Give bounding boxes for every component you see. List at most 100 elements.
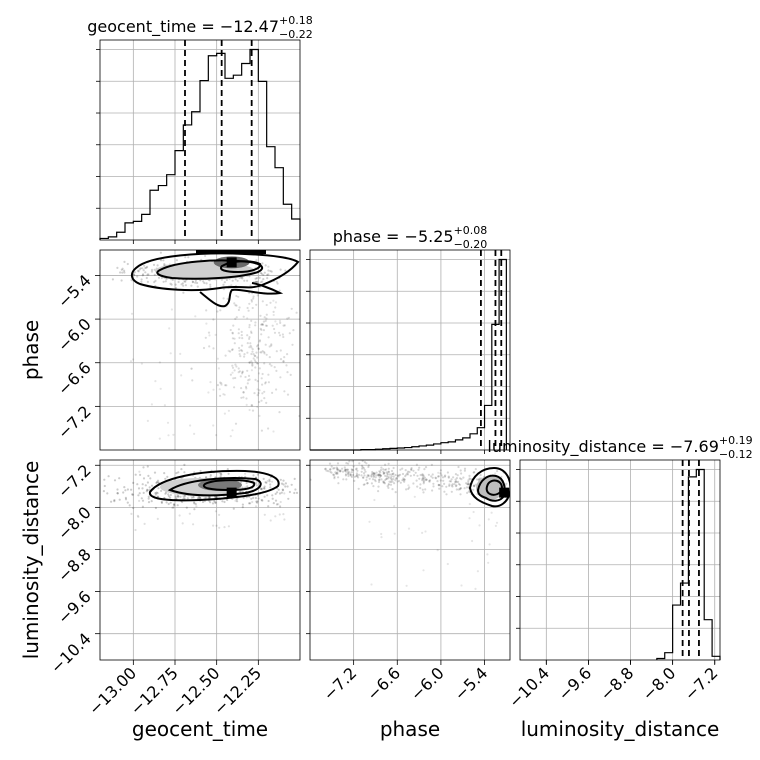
scatter-phase-vs-luminosity_distance-point [460,478,463,481]
frames-layer [95,39,721,665]
scatter-geocent_time-vs-phase-point [275,323,279,326]
hist-luminosity_distance-title-value: luminosity_distance = −7.69 [487,437,718,457]
scatter-geocent_time-vs-phase-point [121,267,124,270]
scatter-geocent_time-vs-luminosity_distance-point [167,495,170,498]
hist-geocent_time-title-value: geocent_time = −12.47 [87,17,279,37]
scatter-phase-vs-luminosity_distance-point [459,477,462,480]
scatter-geocent_time-vs-phase-point [234,304,237,307]
scatter-geocent_time-vs-phase-point [278,331,281,334]
scatter-geocent_time-vs-phase-point [246,306,249,310]
scatter-geocent_time-vs-luminosity_distance-point [252,496,255,499]
xtick-label-luminosity_distance-0: −10.4 [505,663,553,711]
scatter-geocent_time-vs-phase-point [252,353,255,356]
scatter-geocent_time-vs-phase-point [207,391,210,394]
scatter-geocent_time-vs-phase-point [167,434,170,437]
scatter-phase-vs-luminosity_distance-point [396,474,399,477]
scatter-geocent_time-vs-phase-point [248,346,251,349]
scatter-phase-vs-luminosity_distance-point [427,473,430,476]
scatter-phase-vs-luminosity_distance-point [412,482,415,485]
scatter-geocent_time-vs-phase-point [260,377,263,380]
scatter-phase-vs-luminosity_distance-point [365,476,368,479]
scatter-phase-vs-luminosity_distance-point [393,482,396,485]
scatter-geocent_time-vs-phase-point [248,275,251,278]
scatter-geocent_time-vs-luminosity_distance-point [171,506,174,509]
scatter-geocent_time-vs-phase-point [257,347,260,351]
scatter-phase-vs-luminosity_distance-point [476,570,479,573]
scatter-phase-vs-luminosity_distance-point [379,468,383,472]
scatter-geocent_time-vs-luminosity_distance-point [280,491,283,494]
scatter-phase-vs-luminosity_distance-point [373,498,376,502]
scatter-geocent_time-vs-phase-point [285,364,288,367]
scatter-geocent_time-vs-luminosity_distance-point [148,486,151,489]
scatter-geocent_time-vs-luminosity_distance-point [195,505,198,508]
scatter-geocent_time-vs-phase-point [255,303,258,306]
scatter-phase-vs-luminosity_distance-point [451,485,454,488]
scatter-phase-vs-luminosity_distance-point [404,475,407,478]
scatter-geocent_time-vs-luminosity_distance-point [141,499,145,502]
scatter-phase-vs-luminosity_distance-point [401,479,404,482]
scatter-phase-vs-luminosity_distance-point [375,474,378,477]
scatter-phase-vs-luminosity_distance-point [388,473,391,476]
scatter-phase-vs-luminosity_distance-point [379,474,382,477]
scatter-geocent_time-vs-phase-point [182,284,185,287]
scatter-phase-vs-luminosity_distance-point [478,477,481,480]
scatter-geocent_time-vs-phase-point [145,276,148,280]
scatter-geocent_time-vs-phase-point [220,382,223,385]
scatter-phase-vs-luminosity_distance-point [327,470,330,473]
scatter-phase-vs-luminosity_distance-point [343,469,346,473]
scatter-phase-vs-luminosity_distance-point [459,493,462,496]
scatter-geocent_time-vs-phase-point [267,336,270,339]
scatter-geocent_time-vs-luminosity_distance-point [146,488,149,491]
scatter-phase-vs-luminosity_distance-point [378,470,381,473]
scatter-geocent_time-vs-luminosity_distance-point [256,494,260,497]
scatter-geocent_time-vs-luminosity_distance-point [215,524,218,527]
scatter-phase-vs-luminosity_distance-point [329,470,332,473]
scatter-geocent_time-vs-luminosity_distance-point [307,481,309,483]
scatter-geocent_time-vs-phase-point [264,264,267,267]
scatter-geocent_time-vs-phase-point [265,353,268,356]
scatter-phase-vs-luminosity_distance-point [495,521,499,524]
scatter-geocent_time-vs-luminosity_distance-point [274,515,277,518]
scatter-geocent_time-vs-phase-point [260,328,263,331]
scatter-geocent_time-vs-phase-point [256,280,259,283]
scatter-phase-vs-luminosity_distance-point [345,462,348,465]
scatter-phase-vs-luminosity_distance-point [382,472,385,475]
scatter-geocent_time-vs-phase-point [181,282,184,285]
scatter-geocent_time-vs-luminosity_distance-point [138,470,141,473]
scatter-phase-vs-luminosity_distance-point [337,482,340,485]
scatter-phase-vs-luminosity_distance-point [349,474,352,477]
scatter-geocent_time-vs-luminosity_distance-point [142,477,146,480]
scatter-phase-vs-luminosity_distance-point [350,471,353,474]
scatter-geocent_time-vs-phase-point [234,317,237,320]
scatter-phase-vs-luminosity_distance-point [372,472,375,475]
scatter-geocent_time-vs-luminosity_distance-point [160,500,163,503]
scatter-geocent_time-vs-luminosity_distance-point [281,488,284,491]
scatter-geocent_time-vs-luminosity_distance-point [290,483,293,486]
scatter-geocent_time-vs-phase-point [147,273,150,276]
scatter-geocent_time-vs-luminosity_distance-point [186,497,189,500]
scatter-phase-vs-luminosity_distance-point [457,482,461,486]
scatter-phase-vs-luminosity_distance-point [377,480,381,484]
scatter-phase-vs-luminosity_distance-point [339,470,342,473]
scatter-geocent_time-vs-phase-point [258,389,261,392]
scatter-phase-vs-luminosity_distance-point [455,484,458,487]
scatter-phase-vs-luminosity_distance-point [425,478,428,481]
scatter-geocent_time-vs-phase-point [263,362,266,365]
scatter-geocent_time-vs-luminosity_distance-point [172,503,175,506]
scatter-phase-vs-luminosity_distance-point [337,476,340,479]
scatter-phase-vs-luminosity_distance-point [437,483,440,486]
scatter-phase-vs-luminosity_distance-point [413,495,416,498]
scatter-geocent_time-vs-phase-point [236,279,239,282]
scatter-geocent_time-vs-phase-point [223,393,226,396]
scatter-geocent_time-vs-luminosity_distance-point [209,474,212,477]
scatter-phase-vs-luminosity_distance-point [443,475,446,478]
scatter-geocent_time-vs-phase-point [208,334,211,337]
scatter-geocent_time-vs-phase-point [274,306,277,309]
scatter-geocent_time-vs-phase-point [275,280,278,283]
scatter-phase-vs-luminosity_distance-point [380,536,383,539]
scatter-geocent_time-vs-phase-point [129,360,133,363]
scatter-phase-vs-luminosity_distance-point [391,473,394,476]
scatter-geocent_time-vs-luminosity_distance-point [293,477,296,480]
scatter-geocent_time-vs-phase-point [249,284,252,287]
